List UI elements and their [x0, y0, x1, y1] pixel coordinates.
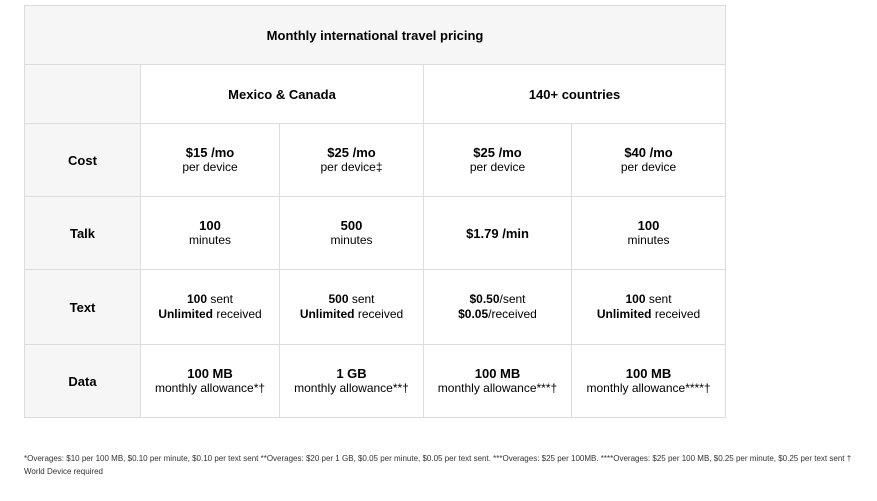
- cost-unit: per device‡: [320, 160, 383, 174]
- empty-corner-cell: [24, 64, 141, 124]
- data-unit: monthly allowance****†: [586, 381, 711, 395]
- region-header-mexico-canada: Mexico & Canada: [140, 64, 424, 124]
- text-cell: 500 sent Unlimited received: [279, 269, 424, 345]
- text-received-unit: /received: [488, 307, 537, 321]
- text-cell: $0.50/sent $0.05/received: [423, 269, 572, 345]
- text-received-line: Unlimited received: [280, 307, 423, 322]
- talk-unit: minutes: [627, 233, 670, 247]
- data-row-label: Data: [24, 344, 141, 418]
- pricing-table: Monthly international travel pricing Mex…: [23, 5, 727, 418]
- talk-row-label: Talk: [24, 196, 141, 270]
- talk-cell: 500 minutes: [279, 196, 424, 270]
- text-received-unit: received: [212, 307, 262, 321]
- cost-unit: per device: [620, 160, 677, 174]
- text-sent-line: $0.50/sent: [424, 292, 571, 307]
- text-sent-unit: sent: [207, 292, 234, 306]
- text-received-line: Unlimited received: [141, 307, 279, 322]
- region-header-140-countries: 140+ countries: [422, 64, 727, 124]
- data-cell: 100 MB monthly allowance*†: [140, 344, 280, 418]
- cost-value: $15 /mo: [185, 145, 235, 160]
- text-received-line: $0.05/received: [424, 307, 571, 322]
- table-title-row: Monthly international travel pricing: [23, 5, 727, 65]
- data-value: 1 GB: [336, 366, 367, 381]
- text-cell: 100 sent Unlimited received: [570, 269, 727, 345]
- data-value: 100 MB: [474, 366, 521, 381]
- data-unit: monthly allowance**†: [294, 381, 409, 395]
- text-sent-unit: sent: [348, 292, 375, 306]
- cost-row-label: Cost: [24, 123, 141, 197]
- cost-cell: $25 /mo per device‡: [279, 123, 424, 197]
- pricing-footnote: *Overages: $10 per 100 MB, $0.10 per min…: [24, 454, 852, 476]
- talk-unit: minutes: [188, 233, 232, 247]
- region-header-row: Mexico & Canada 140+ countries: [24, 64, 727, 124]
- talk-cell: 100 minutes: [570, 196, 727, 270]
- cost-cell: $40 /mo per device: [570, 123, 727, 197]
- data-value: 100 MB: [187, 366, 233, 381]
- text-row: Text 100 sent Unlimited received 500 sen…: [24, 269, 727, 345]
- text-received-value: Unlimited: [158, 307, 213, 321]
- cost-cell: $25 /mo per device: [423, 123, 572, 197]
- text-received-value: Unlimited: [596, 307, 652, 321]
- text-received-value: $0.05: [458, 307, 489, 321]
- text-sent-line: 100 sent: [141, 292, 279, 307]
- talk-unit: minutes: [330, 233, 373, 247]
- talk-cell: $1.79 /min: [423, 196, 572, 270]
- text-row-label: Text: [24, 269, 141, 345]
- cost-unit: per device: [469, 160, 526, 174]
- data-row: Data 100 MB monthly allowance*† 1 GB month…: [24, 344, 727, 418]
- cost-value: $25 /mo: [473, 145, 522, 160]
- table-title: Monthly international travel pricing: [23, 5, 727, 65]
- data-cell: 100 MB monthly allowance***†: [423, 344, 572, 418]
- cost-row: Cost $15 /mo per device $25 /mo per device…: [24, 123, 727, 197]
- text-sent-line: 500 sent: [280, 292, 423, 307]
- text-sent-line: 100 sent: [572, 292, 725, 307]
- talk-value: 100: [199, 218, 221, 233]
- cost-unit: per device: [182, 160, 238, 174]
- talk-value: $1.79 /min: [466, 225, 529, 241]
- text-received-unit: received: [651, 307, 701, 321]
- talk-value: 100: [637, 218, 660, 233]
- talk-value: 500: [340, 218, 363, 233]
- text-sent-unit: sent: [645, 292, 672, 306]
- cost-value: $25 /mo: [327, 145, 376, 160]
- data-value: 100 MB: [625, 366, 672, 381]
- data-cell: 1 GB monthly allowance**†: [279, 344, 424, 418]
- text-received-unit: received: [354, 307, 404, 321]
- text-sent-value: $0.50: [469, 292, 500, 306]
- text-cell: 100 sent Unlimited received: [140, 269, 280, 345]
- talk-row: Talk 100 minutes 500 minutes $1.79 /min 10…: [24, 196, 727, 270]
- data-unit: monthly allowance*†: [154, 381, 266, 395]
- talk-cell: 100 minutes: [140, 196, 280, 270]
- text-received-line: Unlimited received: [572, 307, 725, 322]
- cost-cell: $15 /mo per device: [140, 123, 280, 197]
- text-sent-value: 100: [625, 292, 646, 306]
- text-received-value: Unlimited: [299, 307, 355, 321]
- text-sent-value: 100: [186, 292, 207, 306]
- text-sent-value: 500: [328, 292, 349, 306]
- data-cell: 100 MB monthly allowance****†: [570, 344, 727, 418]
- text-sent-unit: /sent: [499, 292, 526, 306]
- data-unit: monthly allowance***†: [437, 381, 558, 395]
- cost-value: $40 /mo: [624, 145, 673, 160]
